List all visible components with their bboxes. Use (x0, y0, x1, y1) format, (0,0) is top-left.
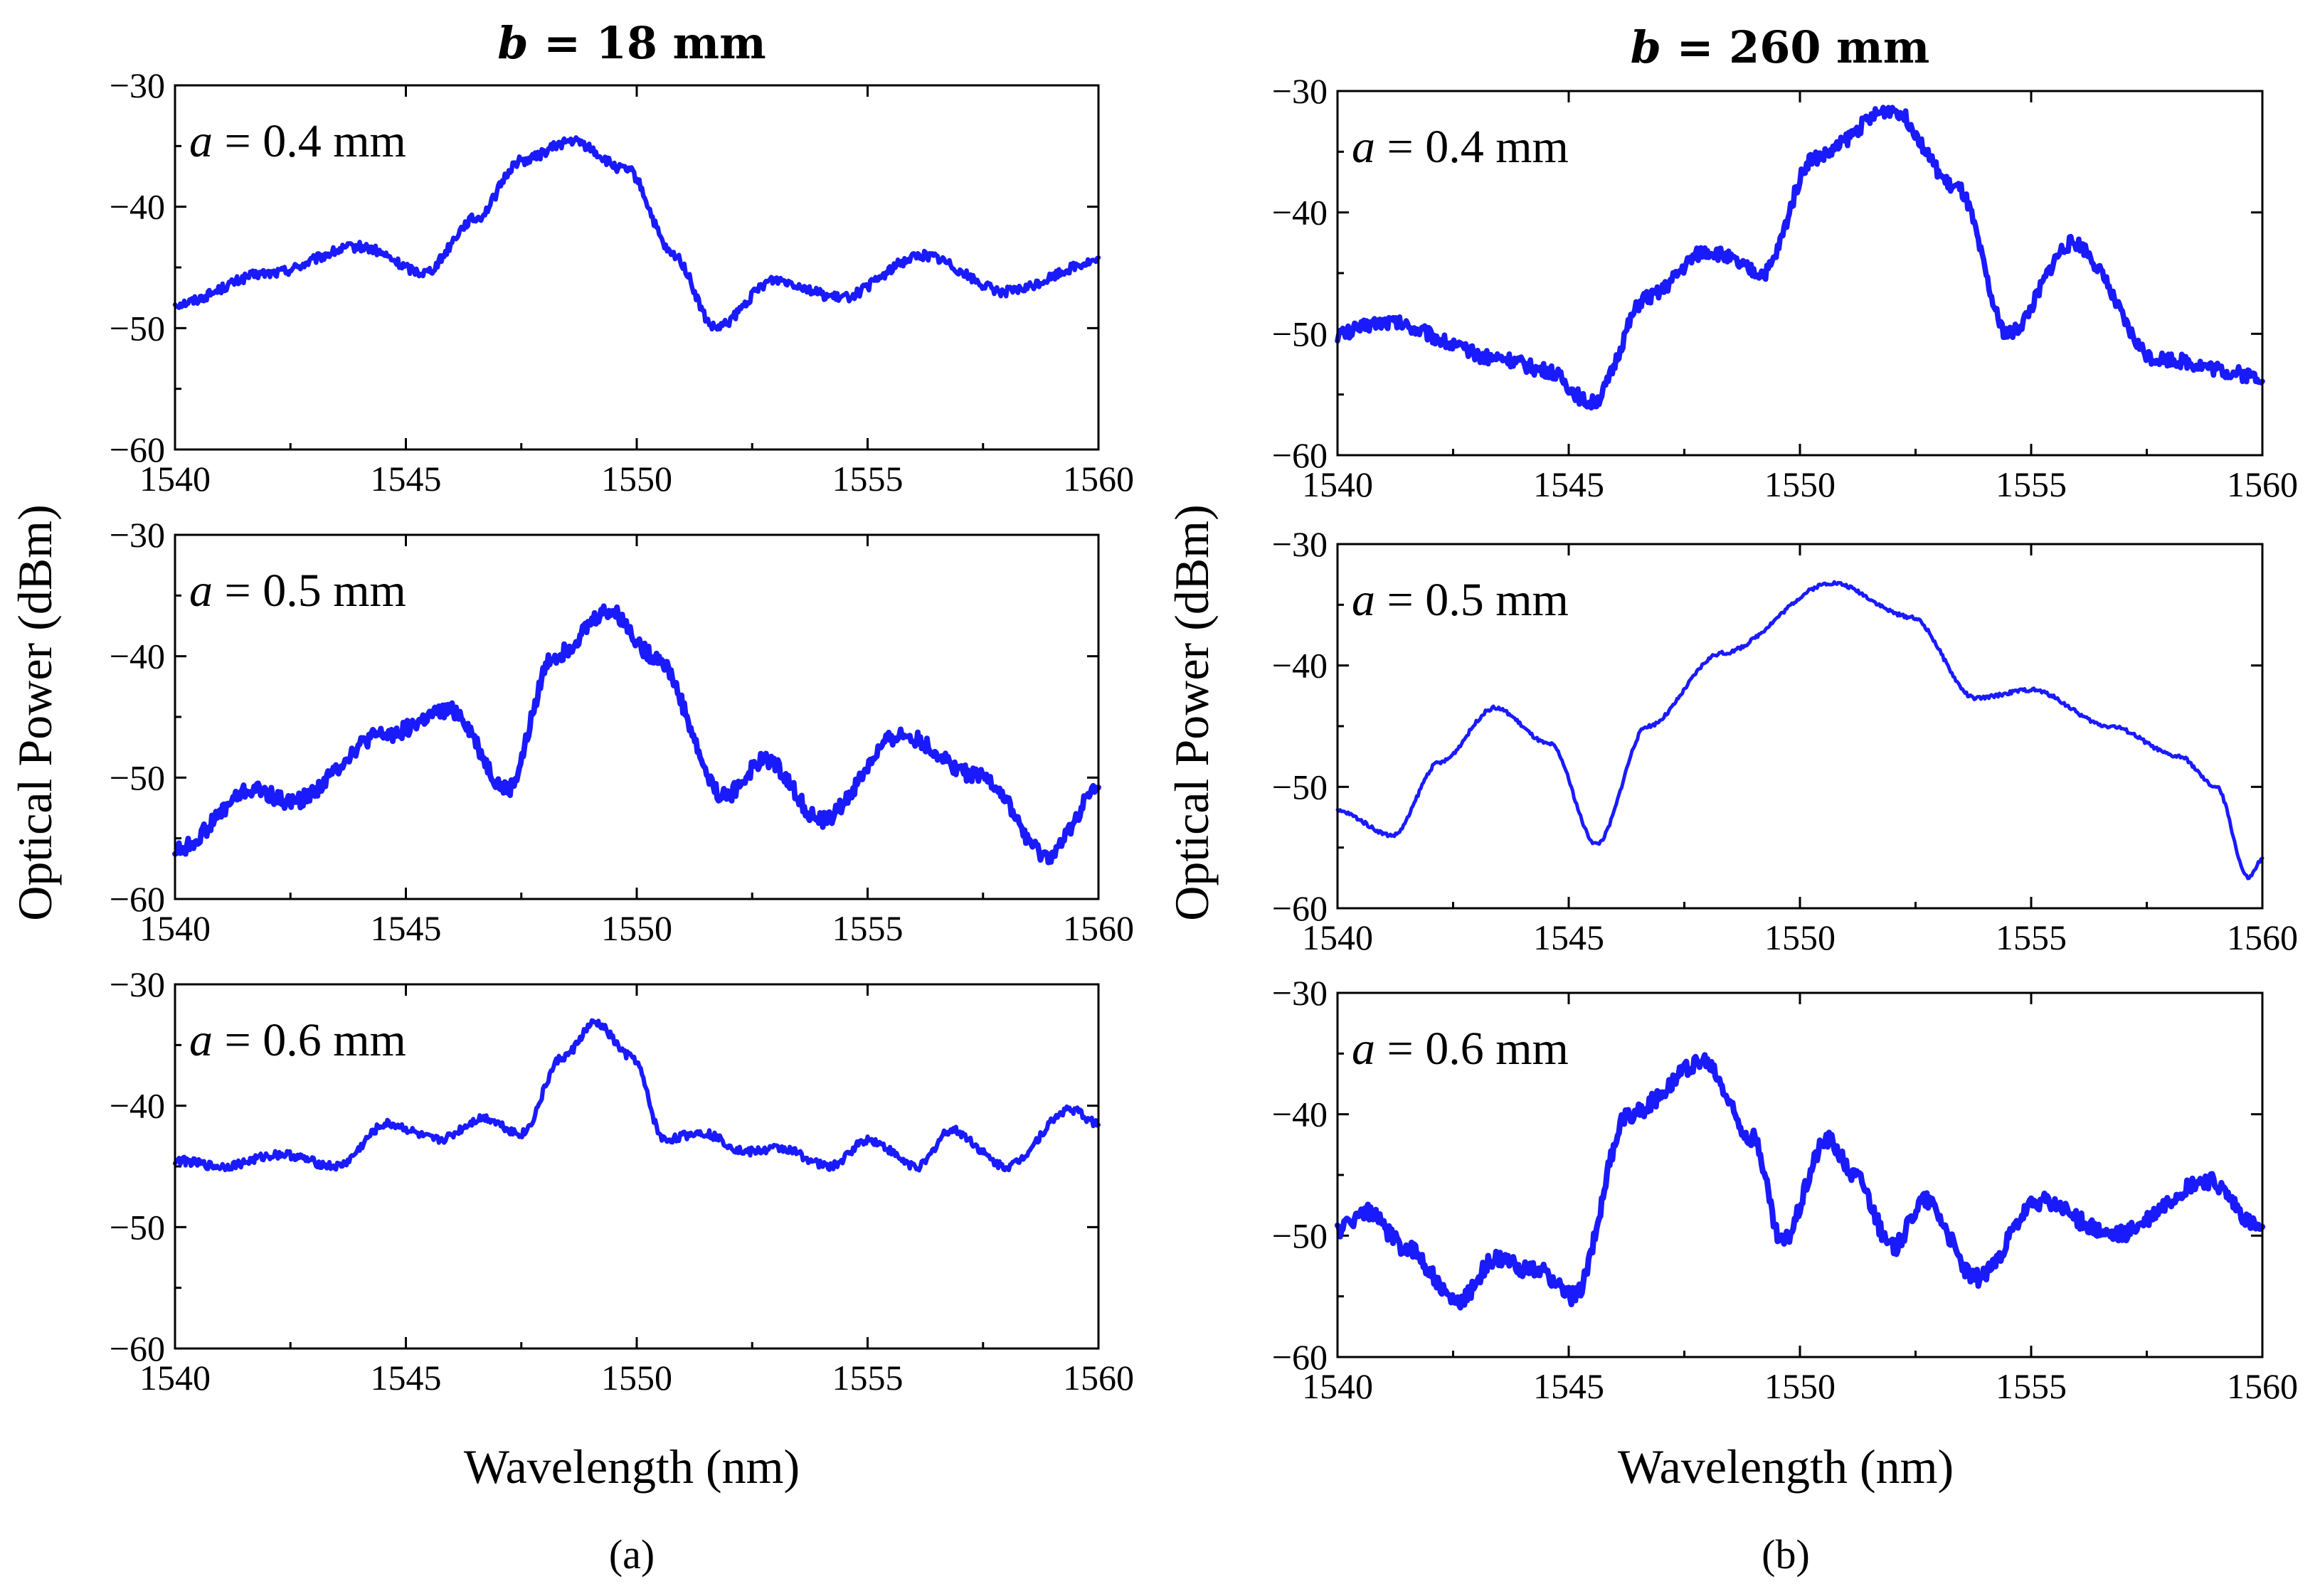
x-tick-label: 1555 (1996, 464, 2067, 504)
y-tick-label: −40 (110, 187, 165, 227)
data-series-line (1335, 105, 2265, 411)
x-tick-label: 1555 (832, 908, 904, 948)
panel-annotation: a = 0.6 mm (1352, 1023, 1569, 1075)
y-tick-label: −50 (110, 1207, 165, 1247)
panel-5: 1540 1545 1550 1555 1560 −30 −40 −50 −60 a = 0.5 … (1272, 524, 2298, 957)
y-tick-label: −30 (110, 964, 165, 1004)
y-tick-label: −30 (1272, 71, 1328, 111)
x-axis-title-left: Wavelength (nm) (464, 1440, 800, 1494)
y-tick-label: −60 (110, 1329, 165, 1368)
panel-1: 1540 1545 1550 1555 1560 −30 −40 −50 −60 a = 0.4 … (110, 65, 1134, 499)
x-tick-label: 1555 (1996, 917, 2067, 957)
y-tick-label: −60 (1272, 435, 1328, 475)
x-tick-label: 1545 (371, 908, 442, 948)
y-tick-label: −40 (110, 1086, 165, 1126)
x-tick-label: 1545 (371, 1358, 442, 1398)
y-tick-label: −50 (110, 308, 165, 348)
y-tick-label: −30 (1272, 524, 1328, 564)
column-title-right: b = 260 mm (1631, 21, 1930, 73)
x-tick-label: 1555 (832, 1358, 904, 1398)
plot-frame (174, 533, 1100, 900)
x-tick-label: 1540 (139, 459, 211, 499)
y-axis-title-right: Optical Power (dBm) (1165, 504, 1219, 920)
caption-b: (b) (1762, 1531, 1810, 1578)
y-tick-label: −30 (110, 515, 165, 555)
y-tick-label: −60 (1272, 888, 1328, 928)
x-tick-label: 1555 (1996, 1366, 2067, 1406)
x-tick-label: 1550 (1764, 464, 1836, 504)
x-tick-label: 1540 (139, 908, 211, 948)
x-tick-label: 1550 (1764, 1366, 1836, 1406)
x-tick-label: 1540 (139, 1358, 211, 1398)
x-tick-label: 1560 (1063, 459, 1134, 499)
x-tick-label: 1545 (1533, 464, 1604, 504)
panel-4: 1540 1545 1550 1555 1560 −30 −40 −50 −60 a = 0.4 … (1272, 71, 2298, 504)
plot-frame (1336, 90, 2264, 457)
x-axis-title-right: Wavelength (nm) (1618, 1440, 1954, 1494)
y-tick-label: −40 (110, 637, 165, 676)
caption-a: (a) (609, 1531, 655, 1578)
panel-annotation: a = 0.4 mm (189, 115, 406, 167)
y-axis-title-left: Optical Power (dBm) (8, 504, 62, 920)
y-tick-label: −30 (1272, 973, 1328, 1013)
x-tick-label: 1550 (601, 1358, 672, 1398)
x-tick-label: 1540 (1302, 464, 1373, 504)
x-tick-label: 1545 (371, 459, 442, 499)
plot-frame (1336, 991, 2264, 1358)
y-tick-label: −60 (110, 430, 165, 469)
panel-annotation: a = 0.5 mm (1352, 574, 1569, 626)
x-tick-label: 1560 (2227, 917, 2298, 957)
x-tick-label: 1560 (2227, 1366, 2298, 1406)
panel-annotation: a = 0.5 mm (189, 565, 406, 617)
x-tick-label: 1550 (1764, 917, 1836, 957)
y-tick-label: −30 (110, 65, 165, 105)
panel-2: 1540 1545 1550 1555 1560 −30 −40 −50 −60 a = 0.5 … (110, 515, 1134, 948)
data-series-line (1335, 580, 2265, 881)
x-tick-label: 1560 (1063, 1358, 1134, 1398)
plot-frame (1336, 543, 2264, 910)
panels: 1540 1545 1550 1555 1560 −30 −40 −50 −60 a = 0.4 … (110, 65, 2298, 1406)
x-tick-label: 1540 (1302, 917, 1373, 957)
x-tick-label: 1550 (601, 459, 672, 499)
x-tick-label: 1560 (2227, 464, 2298, 504)
y-tick-label: −40 (1272, 646, 1328, 686)
data-series-line (172, 1018, 1101, 1173)
y-tick-label: −50 (1272, 1215, 1328, 1255)
data-series-line (172, 135, 1101, 332)
panel-annotation: a = 0.4 mm (1352, 121, 1569, 173)
data-series-line (1334, 1052, 2266, 1311)
x-tick-label: 1550 (601, 908, 672, 948)
y-tick-label: −60 (110, 879, 165, 919)
panel-3: 1540 1545 1550 1555 1560 −30 −40 −50 −60 a = 0.6 … (110, 964, 1134, 1398)
y-tick-label: −50 (1272, 767, 1328, 807)
panel-annotation: a = 0.6 mm (189, 1014, 406, 1066)
panel-6: 1540 1545 1550 1555 1560 −30 −40 −50 −60 a = 0.6 … (1272, 973, 2298, 1406)
plot-frame (174, 84, 1100, 451)
x-tick-label: 1545 (1533, 1366, 1604, 1406)
x-tick-label: 1555 (832, 459, 904, 499)
y-tick-label: −40 (1272, 193, 1328, 233)
x-tick-label: 1560 (1063, 908, 1134, 948)
plot-frame (174, 983, 1100, 1350)
column-title-left: b = 18 mm (497, 17, 766, 69)
y-tick-label: −50 (110, 757, 165, 797)
data-series-line (172, 603, 1101, 866)
y-tick-label: −60 (1272, 1337, 1328, 1377)
x-tick-label: 1545 (1533, 917, 1604, 957)
y-tick-label: −50 (1272, 314, 1328, 353)
y-tick-label: −40 (1272, 1095, 1328, 1134)
x-tick-label: 1540 (1302, 1366, 1373, 1406)
